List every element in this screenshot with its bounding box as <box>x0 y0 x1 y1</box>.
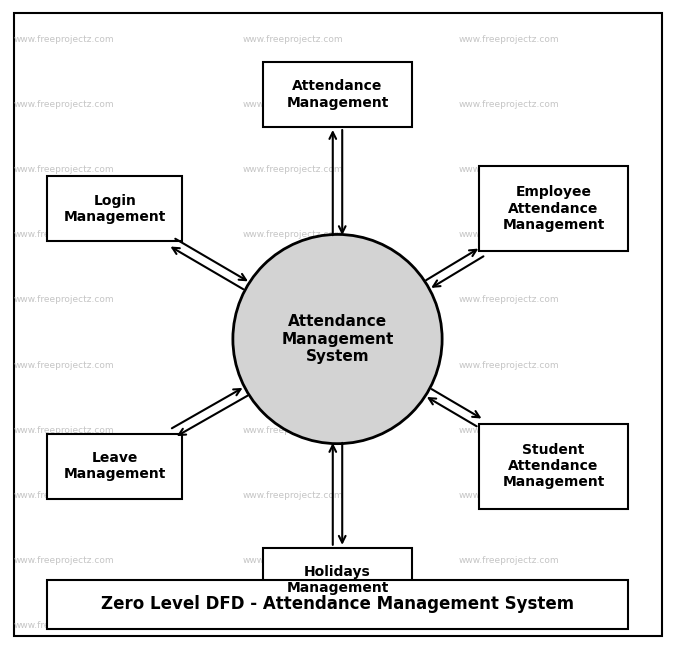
Text: www.freeprojectz.com: www.freeprojectz.com <box>243 361 344 370</box>
Text: Zero Level DFD - Attendance Management System: Zero Level DFD - Attendance Management S… <box>101 595 574 614</box>
Text: www.freeprojectz.com: www.freeprojectz.com <box>14 491 114 500</box>
Text: www.freeprojectz.com: www.freeprojectz.com <box>459 426 560 435</box>
Text: www.freeprojectz.com: www.freeprojectz.com <box>14 295 114 304</box>
Text: www.freeprojectz.com: www.freeprojectz.com <box>14 35 114 44</box>
Text: www.freeprojectz.com: www.freeprojectz.com <box>459 230 560 239</box>
Text: www.freeprojectz.com: www.freeprojectz.com <box>14 100 114 109</box>
Text: www.freeprojectz.com: www.freeprojectz.com <box>243 230 344 239</box>
Bar <box>47 176 182 241</box>
Text: www.freeprojectz.com: www.freeprojectz.com <box>459 165 560 174</box>
Text: www.freeprojectz.com: www.freeprojectz.com <box>243 295 344 304</box>
Text: www.freeprojectz.com: www.freeprojectz.com <box>14 556 114 565</box>
Text: www.freeprojectz.com: www.freeprojectz.com <box>459 35 560 44</box>
Text: www.freeprojectz.com: www.freeprojectz.com <box>243 100 344 109</box>
Text: www.freeprojectz.com: www.freeprojectz.com <box>243 426 344 435</box>
Bar <box>47 580 628 629</box>
Bar <box>479 166 628 251</box>
Text: www.freeprojectz.com: www.freeprojectz.com <box>243 556 344 565</box>
Bar <box>479 424 628 509</box>
Text: www.freeprojectz.com: www.freeprojectz.com <box>243 165 344 174</box>
Text: www.freeprojectz.com: www.freeprojectz.com <box>243 621 344 630</box>
Text: www.freeprojectz.com: www.freeprojectz.com <box>459 361 560 370</box>
Bar <box>47 434 182 499</box>
Text: www.freeprojectz.com: www.freeprojectz.com <box>459 100 560 109</box>
Text: www.freeprojectz.com: www.freeprojectz.com <box>243 35 344 44</box>
Text: Leave
Management: Leave Management <box>63 451 166 481</box>
Text: Login
Management: Login Management <box>63 194 166 224</box>
Text: www.freeprojectz.com: www.freeprojectz.com <box>459 295 560 304</box>
Text: www.freeprojectz.com: www.freeprojectz.com <box>459 621 560 630</box>
Text: www.freeprojectz.com: www.freeprojectz.com <box>243 491 344 500</box>
Bar <box>263 548 412 613</box>
Text: www.freeprojectz.com: www.freeprojectz.com <box>459 556 560 565</box>
Text: www.freeprojectz.com: www.freeprojectz.com <box>14 426 114 435</box>
Text: Employee
Attendance
Management: Employee Attendance Management <box>502 185 605 232</box>
Text: www.freeprojectz.com: www.freeprojectz.com <box>14 621 114 630</box>
Text: Attendance
Management: Attendance Management <box>286 80 389 110</box>
Text: www.freeprojectz.com: www.freeprojectz.com <box>14 165 114 174</box>
Text: www.freeprojectz.com: www.freeprojectz.com <box>459 491 560 500</box>
Bar <box>263 62 412 127</box>
Text: www.freeprojectz.com: www.freeprojectz.com <box>14 361 114 370</box>
Ellipse shape <box>233 235 442 443</box>
Text: Holidays
Management: Holidays Management <box>286 565 389 595</box>
Text: www.freeprojectz.com: www.freeprojectz.com <box>14 230 114 239</box>
Text: Attendance
Management
System: Attendance Management System <box>281 314 394 364</box>
Text: Student
Attendance
Management: Student Attendance Management <box>502 443 605 490</box>
